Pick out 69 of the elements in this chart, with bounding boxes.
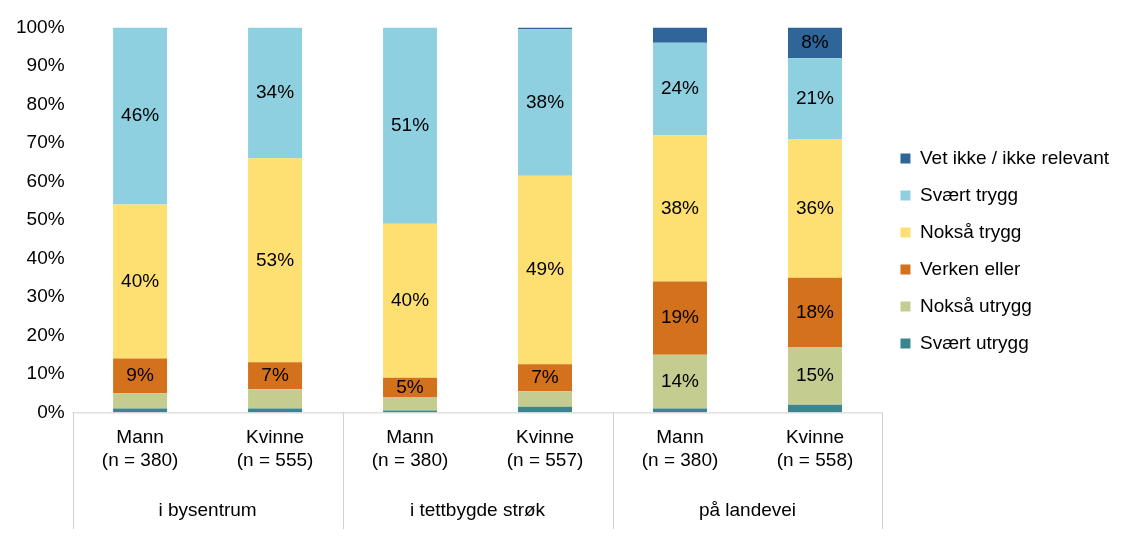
legend-label: Vet ikke / ikke relevant	[919, 146, 1110, 168]
data-label: 40%	[121, 269, 160, 291]
y-tick-label: 10%	[26, 362, 65, 384]
x-tick-label: Mann (n = 380)	[371, 426, 449, 470]
x-tick-label: Mann (n = 380)	[101, 426, 179, 470]
bar	[787, 139, 842, 278]
bar	[383, 397, 438, 411]
data-label: 15%	[795, 364, 835, 386]
y-tick-label: 30%	[26, 285, 65, 307]
data-label: 51%	[391, 113, 430, 135]
y-tick-label: 50%	[26, 208, 65, 230]
y-tick-label: 70%	[26, 131, 65, 153]
bar	[787, 58, 842, 140]
data-label: 46%	[121, 104, 160, 126]
bar	[113, 27, 168, 205]
legend-label: Svært trygg	[919, 183, 1019, 205]
data-label: 7%	[261, 364, 289, 386]
text: i bysentrum	[158, 499, 257, 521]
y-tick-label: 80%	[26, 92, 65, 114]
bar	[787, 346, 842, 405]
x-tick-label: Kvinne (n = 557)	[506, 426, 584, 470]
bar	[653, 135, 707, 282]
bar	[653, 42, 707, 136]
data-label: 36%	[795, 196, 835, 218]
bar	[787, 277, 842, 347]
data-label: 19%	[660, 306, 700, 328]
data-label: 18%	[795, 300, 835, 322]
bar	[383, 223, 438, 378]
data-label: 49%	[526, 258, 565, 280]
data-label: 21%	[795, 86, 835, 108]
bar	[518, 175, 573, 365]
bar	[518, 391, 573, 407]
data-label: 40%	[391, 288, 430, 310]
bar	[113, 204, 168, 359]
legend-label: Nokså utrygg	[919, 294, 1032, 316]
legend-label: Nokså trygg	[919, 220, 1022, 242]
data-label: 38%	[660, 196, 700, 218]
data-label: 34%	[256, 81, 295, 103]
y-tick-label: 20%	[26, 323, 65, 345]
bar	[248, 389, 303, 409]
bar	[383, 27, 438, 224]
data-label: 7%	[531, 365, 559, 387]
x-tick-label: Mann (n = 380)	[641, 426, 719, 470]
data-label: 53%	[256, 248, 295, 270]
data-label: 8%	[801, 31, 829, 53]
y-tick-label: 0%	[37, 400, 65, 422]
data-label: 14%	[660, 369, 700, 391]
text: i tettbygde strøk	[409, 499, 546, 521]
y-tick-label: 90%	[26, 54, 65, 76]
bar	[653, 27, 707, 43]
data-label: 38%	[526, 90, 565, 112]
y-tick-label: 40%	[26, 246, 65, 268]
bar	[248, 27, 303, 159]
data-label: 24%	[660, 77, 700, 99]
bar	[653, 354, 707, 409]
data-label: 5%	[396, 375, 424, 397]
legend-label: Svært utrygg	[919, 331, 1029, 353]
bar	[653, 281, 707, 355]
y-tick-label: 100%	[15, 15, 65, 37]
bar	[787, 404, 842, 413]
data-label: 9%	[126, 364, 154, 386]
bar	[248, 158, 303, 363]
x-tick-label: Kvinne (n = 558)	[776, 426, 854, 470]
bar	[113, 393, 168, 409]
legend-label: Verken eller	[919, 257, 1021, 279]
x-tick-label: Kvinne (n = 555)	[236, 426, 314, 470]
bar	[518, 29, 573, 176]
y-tick-label: 60%	[26, 169, 65, 191]
text: på landevei	[698, 499, 797, 521]
